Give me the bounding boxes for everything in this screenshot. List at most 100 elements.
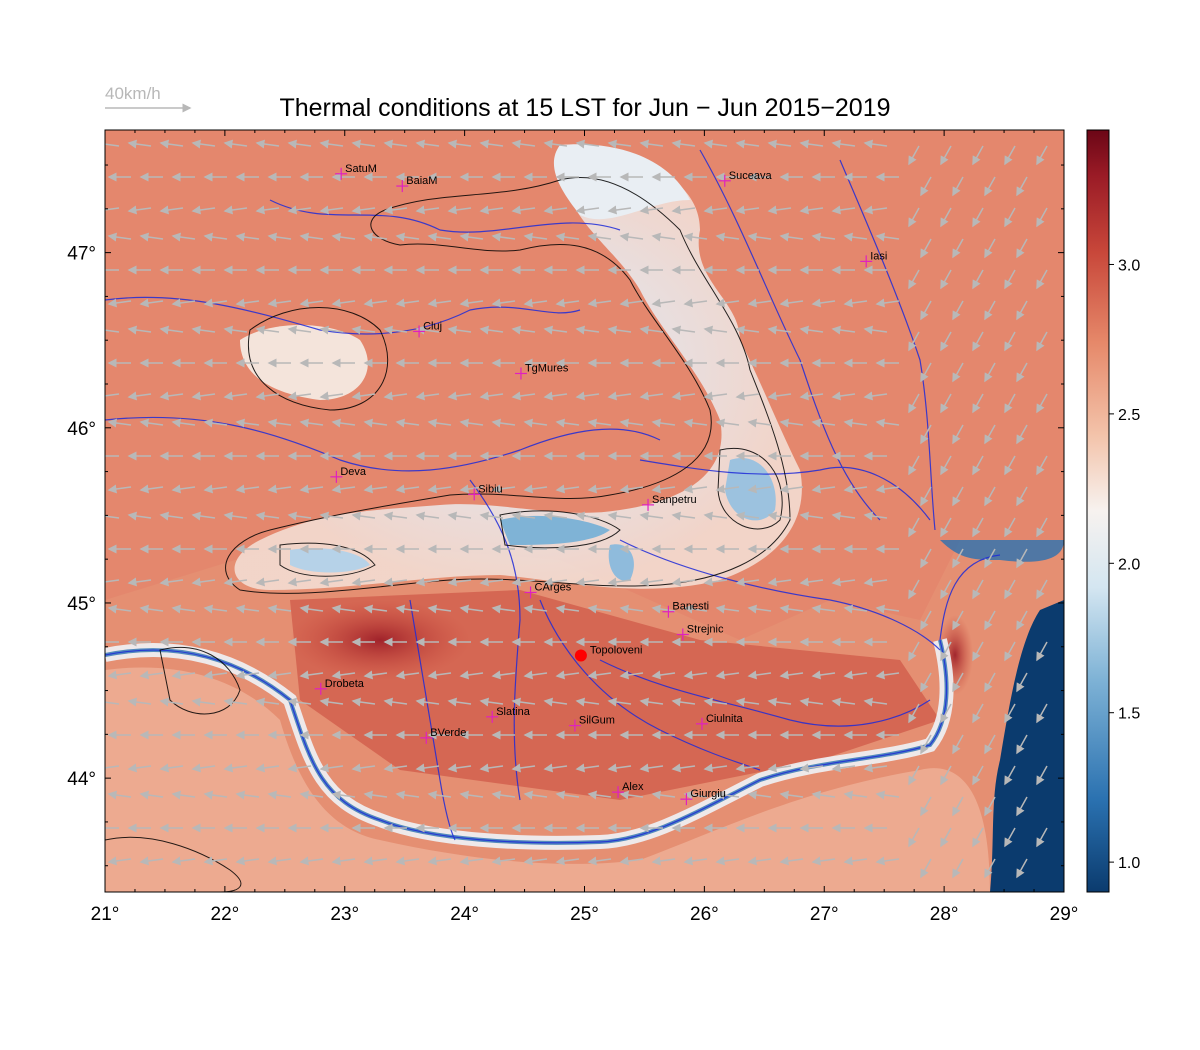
wind-vector: [908, 269, 920, 290]
wind-vector: [940, 765, 952, 786]
wind-vector: [972, 641, 984, 662]
wind-vector: [223, 325, 248, 335]
wind-vector: [127, 697, 152, 707]
wind-vector: [811, 298, 836, 308]
wind-vector: [363, 604, 388, 614]
wind-vector: [703, 391, 728, 401]
wind-vector: [235, 484, 260, 494]
wind-vector: [607, 391, 632, 401]
wind-vector: [984, 858, 996, 879]
wind-vector: [171, 670, 196, 680]
wind-vector: [447, 697, 472, 707]
wind-vector: [287, 697, 312, 707]
wind-vector: [159, 763, 184, 773]
wind-vector: [1016, 610, 1028, 631]
wind-vector: [171, 856, 196, 866]
wind-vector: [1016, 858, 1028, 879]
wind-vector: [799, 205, 824, 215]
wind-vector: [984, 610, 996, 631]
wind-vector: [940, 269, 952, 290]
wind-vector: [543, 763, 568, 773]
wind-vector: [875, 418, 900, 428]
wind-vector: [555, 856, 580, 866]
wind-vector: [543, 391, 568, 401]
wind-vector: [972, 207, 984, 228]
wind-vector: [235, 298, 260, 308]
wind-vector: [703, 577, 728, 587]
wind-vector: [984, 548, 996, 569]
wind-vector: [908, 765, 920, 786]
wind-vector: [703, 205, 728, 215]
wind-vector: [105, 139, 120, 149]
wind-vector: [159, 139, 184, 149]
wind-vector: [427, 298, 452, 308]
wind-vector: [331, 418, 356, 428]
wind-vector: [415, 325, 440, 335]
wind-vector: [972, 765, 984, 786]
wind-vector: [799, 763, 824, 773]
wind-vector: [491, 232, 516, 242]
wind-vector: [683, 298, 708, 308]
wind-vector: [159, 325, 184, 335]
cold-core-fagaras: [500, 515, 610, 545]
wind-vector: [1004, 393, 1016, 414]
wind-vector: [363, 484, 388, 494]
wind-vector: [395, 670, 420, 680]
wind-vector: [875, 484, 900, 494]
danube-delta: [940, 540, 1064, 562]
wind-vector: [1016, 176, 1028, 197]
wind-vector: [171, 604, 196, 614]
wind-vector: [427, 232, 452, 242]
wind-vector: [715, 232, 740, 242]
wind-vector: [363, 232, 388, 242]
wind-vector: [587, 232, 612, 242]
wind-vector: [127, 577, 152, 587]
wind-vector: [920, 300, 932, 321]
wind-vector: [255, 325, 280, 335]
wind-vector: [607, 511, 632, 521]
wind-vector: [511, 139, 536, 149]
wind-vector: [1004, 269, 1016, 290]
wind-vector: [619, 790, 644, 800]
wind-vector: [235, 232, 260, 242]
wind-vector: [159, 577, 184, 587]
wind-vector: [203, 604, 228, 614]
wind-vector: [299, 418, 324, 428]
wind-vector: [1016, 362, 1028, 383]
wind-vector: [1016, 734, 1028, 755]
wind-vector: [319, 325, 344, 335]
wind-vector: [920, 672, 932, 693]
wind-vector: [587, 856, 612, 866]
lat-tick-label: 44°: [67, 769, 96, 790]
wind-vector: [952, 610, 964, 631]
river-prut: [839, 159, 936, 531]
wind-vector: [651, 604, 676, 614]
wind-vector: [523, 484, 548, 494]
wind-vector: [363, 856, 388, 866]
wind-vector: [395, 604, 420, 614]
wind-vector: [255, 391, 280, 401]
wind-vector: [287, 391, 312, 401]
wind-vector: [523, 418, 548, 428]
wind-vector: [447, 511, 472, 521]
wind-vector: [523, 232, 548, 242]
wind-vector: [105, 325, 120, 335]
wind-vector: [940, 207, 952, 228]
wind-vector: [447, 205, 472, 215]
wind-vector: [767, 325, 792, 335]
wind-vector: [511, 205, 536, 215]
wind-vector: [875, 298, 900, 308]
wind-vector: [715, 856, 740, 866]
wind-vector: [319, 391, 344, 401]
wind-vector: [972, 827, 984, 848]
wind-vector: [203, 856, 228, 866]
wind-vector: [415, 511, 440, 521]
wind-vector: [511, 391, 536, 401]
wind-vector: [267, 484, 292, 494]
wind-vector: [651, 298, 676, 308]
wind-vector: [587, 604, 612, 614]
wind-vector: [863, 763, 888, 773]
wind-vector: [139, 604, 164, 614]
wind-vector: [1004, 517, 1016, 538]
wind-vector: [363, 298, 388, 308]
